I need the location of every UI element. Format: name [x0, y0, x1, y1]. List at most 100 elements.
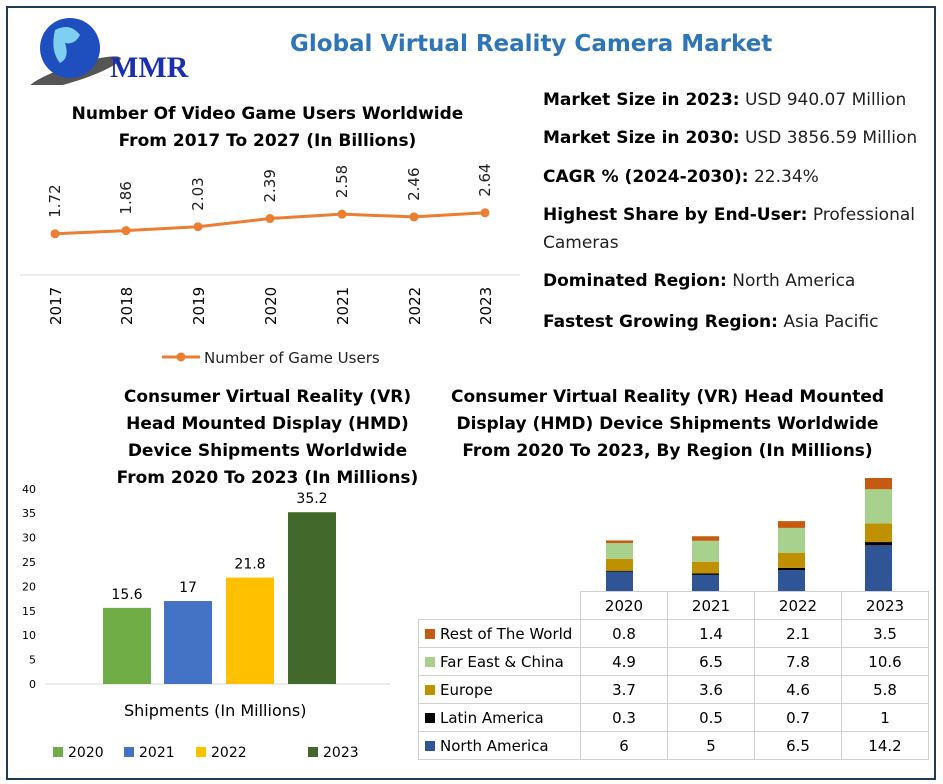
- legend-entry: Rest of The World: [418, 619, 581, 648]
- info-item: Fastest Growing Region: Asia Pacific: [543, 312, 878, 332]
- data-label: 21.8: [234, 557, 265, 573]
- x-tick-label: 2019: [190, 287, 208, 325]
- x-tick-label: 2023: [477, 287, 495, 325]
- stacked-chart-title: Consumer Virtual Reality (VR) Head Mount…: [440, 384, 895, 465]
- title-line: Head Mounted Display (HMD): [126, 414, 409, 434]
- bar: [164, 601, 212, 684]
- x-tick-label: 2020: [262, 287, 280, 325]
- y-tick-label: 0: [29, 678, 36, 691]
- table-cell: 6.5: [754, 731, 842, 760]
- data-label: 2.39: [261, 169, 279, 202]
- stacked-segment: [778, 553, 805, 568]
- stacked-segment: [606, 543, 633, 559]
- legend-swatch: [425, 740, 435, 751]
- info-label: Highest Share by End-User:: [543, 205, 808, 225]
- stacked-segment: [692, 574, 719, 591]
- title-line: Consumer Virtual Reality (VR): [123, 387, 412, 407]
- x-tick-label: 2017: [47, 287, 65, 325]
- table-row: Europe 3.7 3.6 4.6 5.8: [418, 675, 929, 704]
- stacked-segment: [692, 573, 719, 575]
- column-header: 2020: [580, 591, 668, 620]
- legend-swatch: [425, 656, 435, 667]
- table-cell: 5: [667, 731, 755, 760]
- info-value: USD 3856.59 Million: [739, 128, 918, 148]
- title-line: From 2020 To 2023, By Region (In Million…: [462, 441, 873, 461]
- legend-swatch: [124, 747, 134, 757]
- y-tick-label: 20: [22, 580, 36, 593]
- stacked-segment: [865, 523, 892, 543]
- data-label: 17: [179, 580, 197, 596]
- data-point: [480, 208, 490, 218]
- x-tick-label: 2018: [118, 287, 136, 325]
- legend-entry: North America: [418, 731, 581, 760]
- data-table: 2020 2021 2022 2023 Rest of The World 0.8 1.4 2…: [418, 591, 929, 760]
- data-point: [193, 222, 203, 232]
- y-tick-label: 40: [22, 483, 36, 496]
- info-value: USD 940.07 Million: [739, 90, 907, 110]
- stacked-segment: [865, 545, 892, 591]
- stacked-segment: [606, 540, 633, 544]
- table-cell: 3.7: [580, 675, 668, 704]
- info-item: Highest Share by End-User: Professional C…: [543, 205, 915, 253]
- info-item: Market Size in 2030: USD 3856.59 Million: [543, 128, 917, 148]
- legend-swatch: [425, 628, 435, 639]
- info-value: Asia Pacific: [777, 312, 879, 332]
- info-value: Professional: [807, 205, 915, 225]
- bar-chart-title: Consumer Virtual Reality (VR) Head Mounte…: [60, 384, 475, 492]
- stacked-segment: [865, 542, 892, 546]
- stacked-segment: [606, 570, 633, 572]
- column-header: 2023: [841, 591, 929, 620]
- table-cell: 6: [580, 731, 668, 760]
- stacked-segment: [865, 477, 892, 490]
- table-cell: 6.5: [667, 647, 755, 676]
- info-label: Dominated Region:: [543, 271, 727, 291]
- legend-entry: Latin America: [418, 703, 581, 732]
- info-item: CAGR % (2024-2030): 22.34%: [543, 167, 819, 187]
- title-line: Device Shipments Worldwide: [127, 441, 408, 461]
- legend-swatch: [308, 747, 318, 757]
- legend-label: Europe: [440, 680, 493, 699]
- table-row: Rest of The World 0.8 1.4 2.1 3.5: [418, 619, 929, 648]
- data-label: 35.2: [296, 491, 327, 507]
- legend-label: Rest of The World: [440, 624, 573, 643]
- table-cell: 2.1: [754, 619, 842, 648]
- legend-label: Number of Game Users: [204, 349, 380, 367]
- data-label: 1.86: [117, 181, 135, 214]
- legend-entry: Far East & China: [418, 647, 581, 676]
- data-label: 2.58: [333, 165, 351, 198]
- table-row: Far East & China 4.9 6.5 7.8 10.6: [418, 647, 929, 676]
- data-point: [337, 209, 347, 219]
- legend-label: Far East & China: [440, 652, 564, 671]
- table-cell: 4.9: [580, 647, 668, 676]
- stacked-segment: [778, 567, 805, 571]
- data-point: [50, 229, 60, 239]
- column-header: 2022: [754, 591, 842, 620]
- info-label: Market Size in 2030:: [543, 128, 740, 148]
- frame-border: [6, 6, 936, 780]
- table-cell: 0.5: [667, 703, 755, 732]
- legend-label: 2022: [211, 745, 247, 761]
- mmr-logo: MMR: [29, 18, 189, 85]
- table-cell: 5.8: [841, 675, 929, 704]
- legend-label: North America: [440, 736, 549, 755]
- y-tick-label: 30: [22, 532, 36, 545]
- stacked-segment: [692, 540, 719, 562]
- data-label: 2.64: [476, 163, 494, 196]
- bar-x-label: Shipments (In Millions): [124, 701, 307, 720]
- data-label: 15.6: [111, 587, 142, 603]
- table-cell: 4.6: [754, 675, 842, 704]
- title-line: Consumer Virtual Reality (VR) Head Mount…: [450, 387, 885, 407]
- y-tick-label: 5: [29, 654, 36, 667]
- x-tick-label: 2021: [334, 287, 352, 325]
- legend-marker: [176, 352, 186, 362]
- table-cell: 1: [841, 703, 929, 732]
- table-cell: 7.8: [754, 647, 842, 676]
- stacked-segment: [865, 489, 892, 524]
- y-tick-label: 10: [22, 629, 36, 642]
- info-item: Dominated Region: North America: [543, 271, 855, 291]
- table-cell: 1.4: [667, 619, 755, 648]
